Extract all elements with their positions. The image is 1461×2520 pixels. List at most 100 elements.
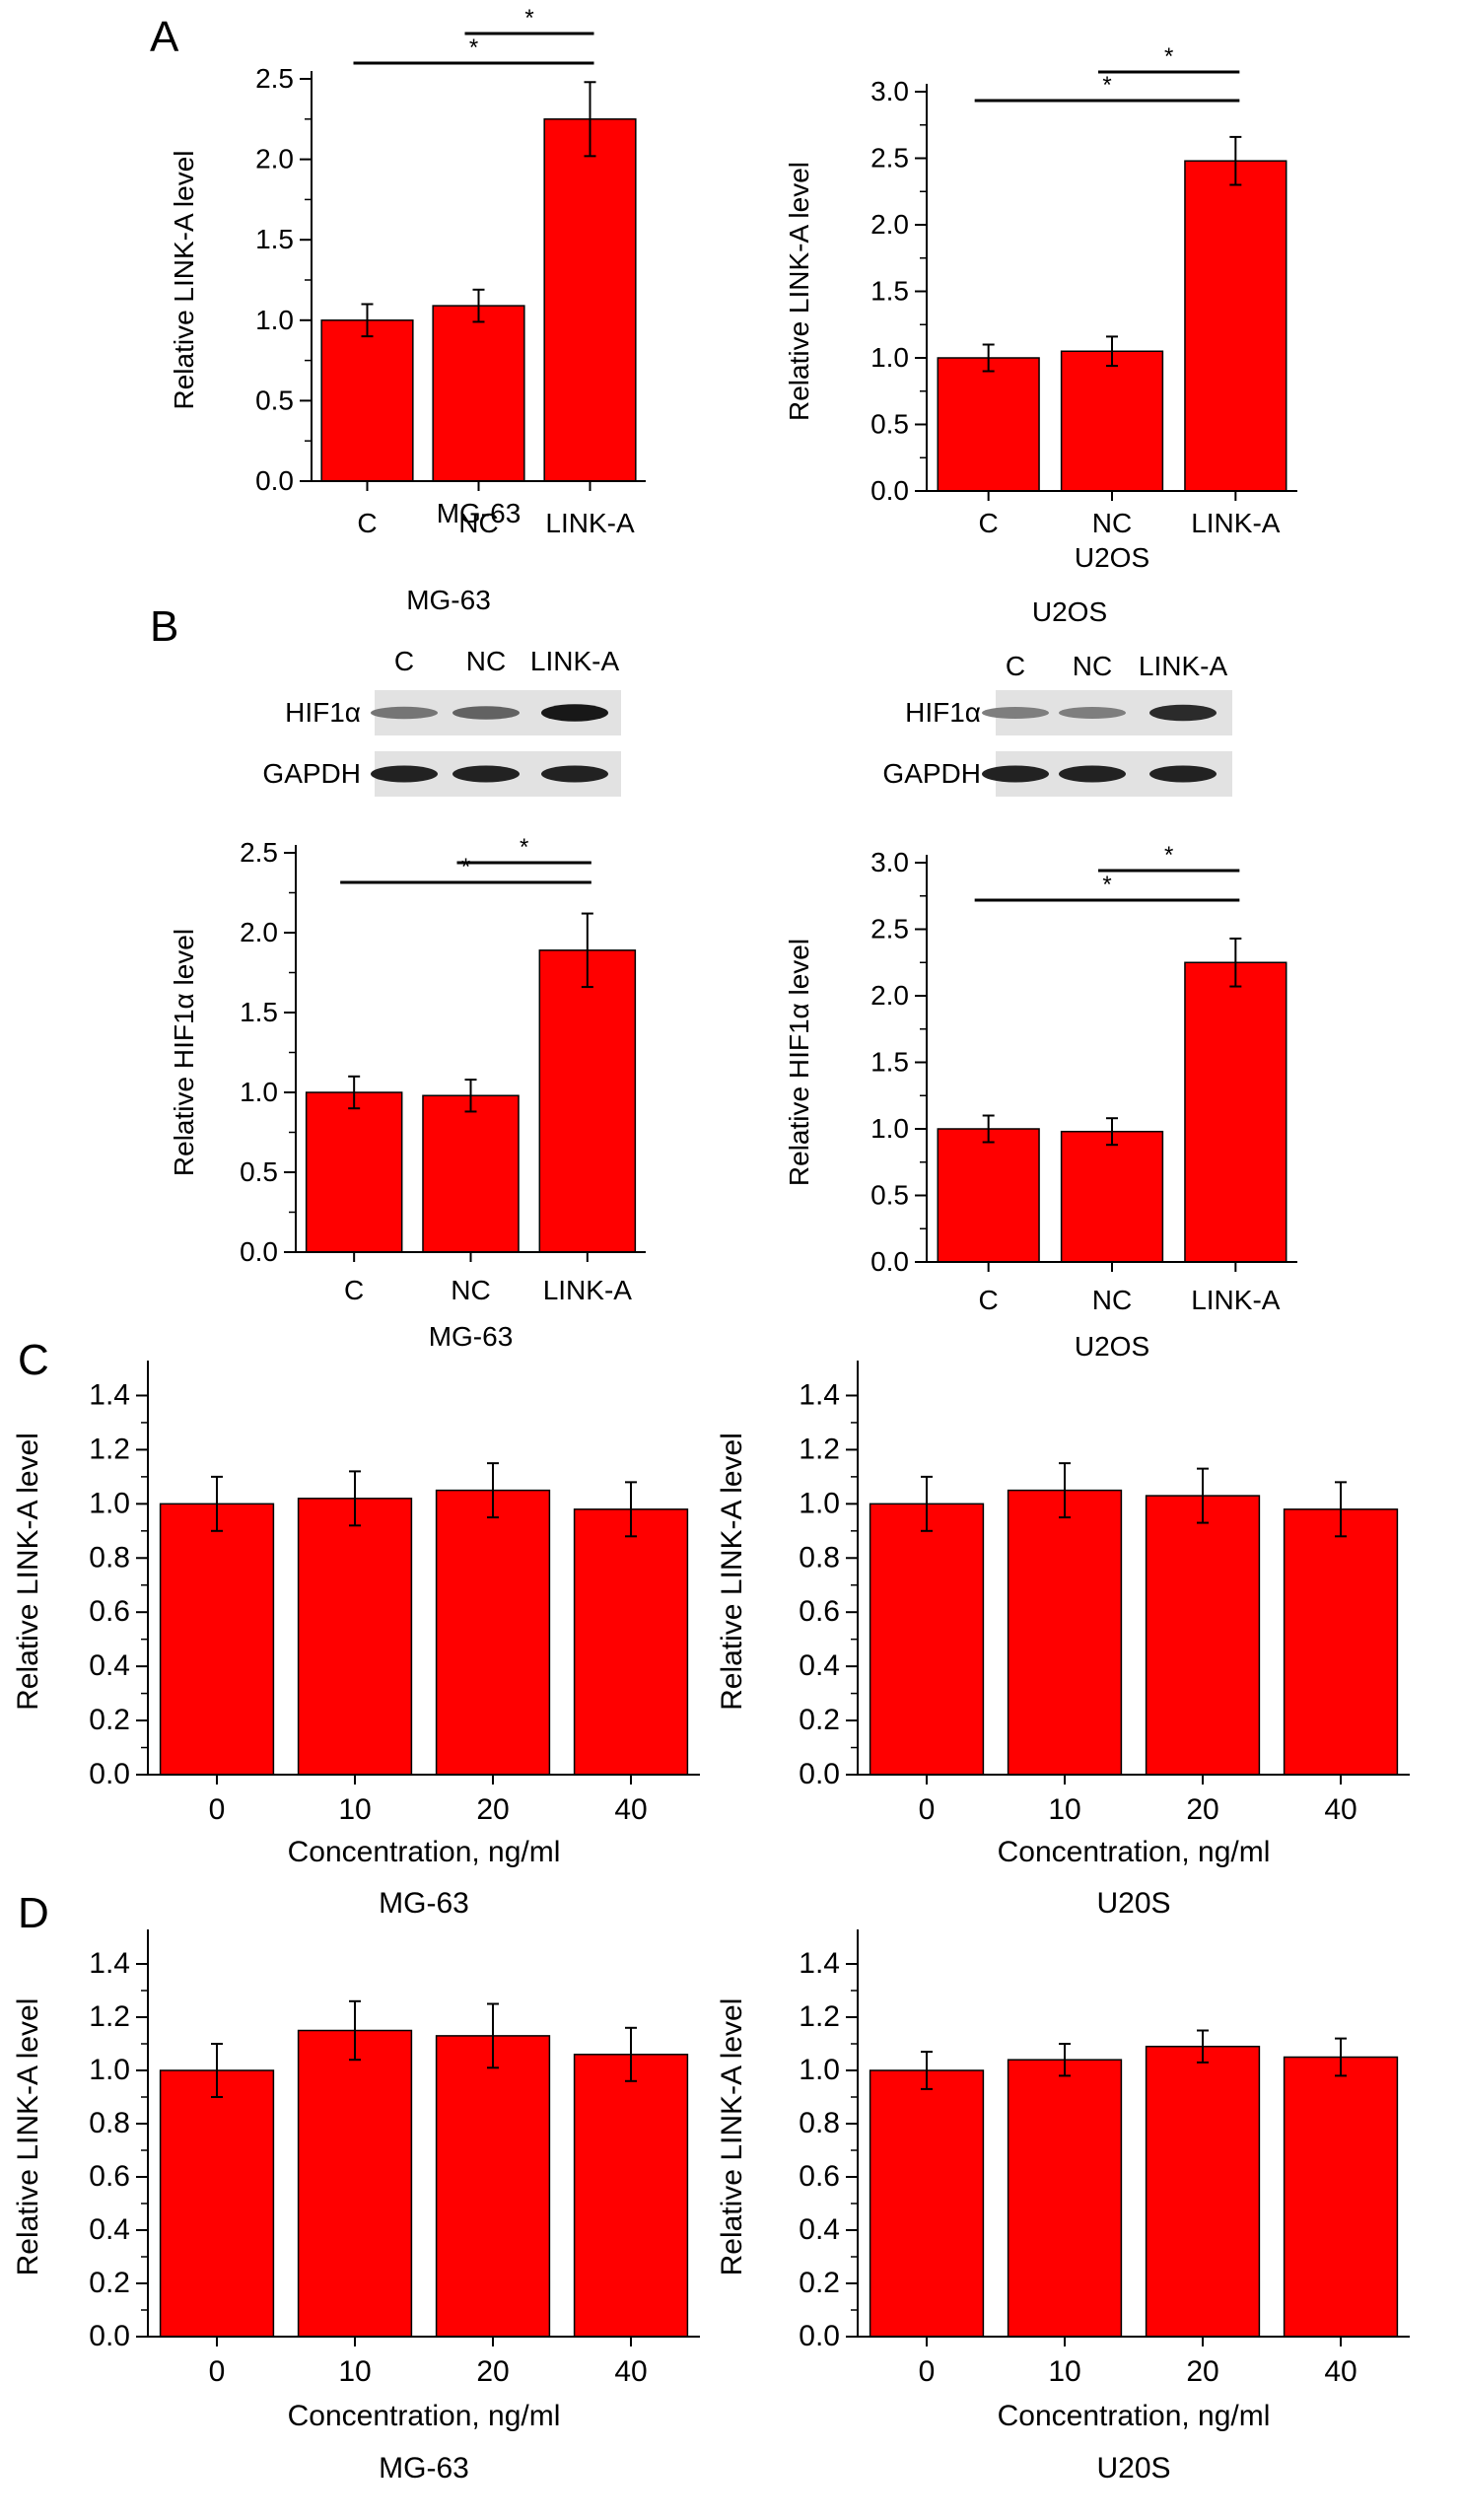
- y-tick-label: 0.4: [89, 1649, 130, 1682]
- y-tick-label: 0.0: [870, 1246, 909, 1277]
- y-tick-label: 0.4: [799, 1649, 840, 1682]
- y-tick-label: 0.8: [89, 2107, 130, 2139]
- significance-star: *: [1102, 872, 1111, 898]
- significance-star: *: [520, 834, 528, 861]
- x-tick-label: 20: [1186, 1793, 1218, 1826]
- y-tick-label: 0.2: [799, 2267, 840, 2299]
- y-tick-label: 1.5: [255, 224, 294, 254]
- blot-title: MG-63: [406, 585, 491, 615]
- y-tick-label: 2.0: [870, 209, 909, 240]
- chart-c-u20s: 0.0 0.2 0.4 0.6 0.8 1.0 1.2 1.4 0 10 20 40 Concentra…: [716, 1361, 1410, 1920]
- bar-10: [1007, 2059, 1123, 2338]
- y-tick-label: 2.0: [870, 980, 909, 1011]
- y-tick-label: 0.4: [799, 2213, 840, 2246]
- x-tick-label: 10: [1048, 1793, 1080, 1826]
- chart-d-mg63: 0.0 0.2 0.4 0.6 0.8 1.0 1.2 1.4 0 10 20 40 Concentra…: [12, 1929, 700, 2485]
- y-tick-label: 1.4: [89, 1378, 130, 1411]
- significance-star: *: [1102, 72, 1111, 99]
- panel-letter-b: B: [150, 602, 178, 651]
- chart-d-u20s: 0.0 0.2 0.4 0.6 0.8 1.0 1.2 1.4 0 10 20 40 Concentra…: [716, 1929, 1410, 2485]
- bar-20: [435, 2035, 551, 2338]
- blot-band: [541, 765, 608, 783]
- x-axis-label: U2OS: [1075, 1331, 1149, 1362]
- y-tick-label: 1.0: [89, 2054, 130, 2086]
- y-tick-label: 0.5: [255, 385, 294, 415]
- blot-lane-label: C: [1006, 651, 1025, 681]
- x-axis-label: Concentration, ng/ml: [998, 1836, 1271, 1868]
- y-tick-label: 1.2: [89, 2000, 130, 2033]
- blot-band: [371, 765, 438, 783]
- blot-band: [1149, 704, 1217, 722]
- chart-b-u2os: 0.0 0.5 1.0 1.5 2.0 2.5 3.0 C NC LINK-A U2OS Relati…: [784, 842, 1297, 1362]
- bar-20: [435, 1489, 551, 1776]
- y-tick-label: 2.0: [255, 144, 294, 175]
- x-tick-label: NC: [458, 508, 498, 538]
- y-axis-label: Relative HIF1α level: [784, 939, 814, 1186]
- blot-lane-label: LINK-A: [1139, 651, 1228, 681]
- y-tick-label: 1.4: [89, 1947, 130, 1980]
- y-tick-label: 0.2: [89, 1704, 130, 1736]
- blot-lane-label: C: [394, 646, 414, 676]
- y-tick-label: 1.5: [870, 276, 909, 307]
- blot-row-label: HIF1α: [285, 697, 361, 728]
- significance-star: *: [1164, 842, 1173, 869]
- y-tick-label: 2.5: [240, 837, 278, 868]
- x-tick-label: 10: [1048, 2355, 1080, 2388]
- bar-40: [1283, 1508, 1399, 1776]
- x-axis-label: Concentration, ng/ml: [288, 2400, 561, 2432]
- y-tick-label: 0.0: [799, 1758, 840, 1790]
- y-tick-label: 1.0: [799, 1487, 840, 1519]
- blot-row-label: HIF1α: [905, 697, 981, 728]
- chart-title: MG-63: [379, 2452, 469, 2485]
- x-tick-label: LINK-A: [545, 508, 635, 538]
- bar-link-a: [538, 949, 637, 1253]
- x-tick-label: 10: [338, 1793, 371, 1826]
- bar-40: [573, 2054, 689, 2338]
- x-tick-label: 20: [1186, 2355, 1218, 2388]
- bar-nc: [1060, 350, 1164, 492]
- bar-link-a: [1184, 160, 1287, 492]
- x-tick-label: 0: [209, 1793, 226, 1826]
- y-tick-label: 1.0: [870, 342, 909, 373]
- x-tick-label: 20: [476, 2355, 509, 2388]
- y-tick-label: 0.0: [89, 2320, 130, 2352]
- x-tick-label: NC: [1092, 508, 1132, 538]
- x-tick-label: 10: [338, 2355, 371, 2388]
- bar-nc: [432, 305, 525, 482]
- y-tick-label: 1.0: [799, 2054, 840, 2086]
- panel-letter-d: D: [18, 1889, 49, 1937]
- y-tick-label: 0.8: [799, 2107, 840, 2139]
- blot-lane-label: NC: [1073, 651, 1112, 681]
- x-tick-label: NC: [451, 1275, 490, 1305]
- blot-title: U2OS: [1032, 596, 1107, 627]
- y-tick-label: 3.0: [870, 76, 909, 106]
- x-tick-label: 0: [919, 2355, 936, 2388]
- bar-link-a: [1184, 961, 1287, 1263]
- bar-0: [159, 1503, 275, 1776]
- y-tick-label: 2.5: [870, 914, 909, 945]
- y-tick-label: 0.6: [799, 2160, 840, 2193]
- x-tick-label: 0: [919, 1793, 936, 1826]
- blot-band: [1149, 765, 1217, 783]
- y-tick-label: 1.5: [240, 997, 278, 1027]
- y-tick-label: 1.0: [89, 1487, 130, 1519]
- significance-star: *: [469, 35, 478, 61]
- chart-c-mg63: 0.0 0.2 0.4 0.6 0.8 1.0 1.2 1.4 0 10 20 40 Concentra…: [12, 1361, 700, 1920]
- y-axis-label: Relative LINK-A level: [716, 1433, 748, 1711]
- x-tick-label: 40: [614, 1793, 647, 1826]
- y-axis-label: Relative LINK-A level: [169, 150, 199, 409]
- blot-row-label: GAPDH: [882, 758, 981, 789]
- y-axis-label: Relative HIF1α level: [169, 929, 199, 1176]
- y-tick-label: 0.2: [89, 2267, 130, 2299]
- significance-star: *: [461, 854, 470, 880]
- y-tick-label: 0.0: [255, 465, 294, 496]
- bar-20: [1145, 1495, 1261, 1776]
- y-tick-label: 1.0: [870, 1113, 909, 1144]
- bar-c: [937, 357, 1040, 492]
- bar-0: [869, 2069, 985, 2338]
- blot-band: [452, 765, 520, 783]
- blot-band: [452, 706, 520, 720]
- bar-c: [937, 1128, 1040, 1263]
- bar-c: [305, 1091, 403, 1253]
- chart-title: U20S: [1096, 1887, 1170, 1920]
